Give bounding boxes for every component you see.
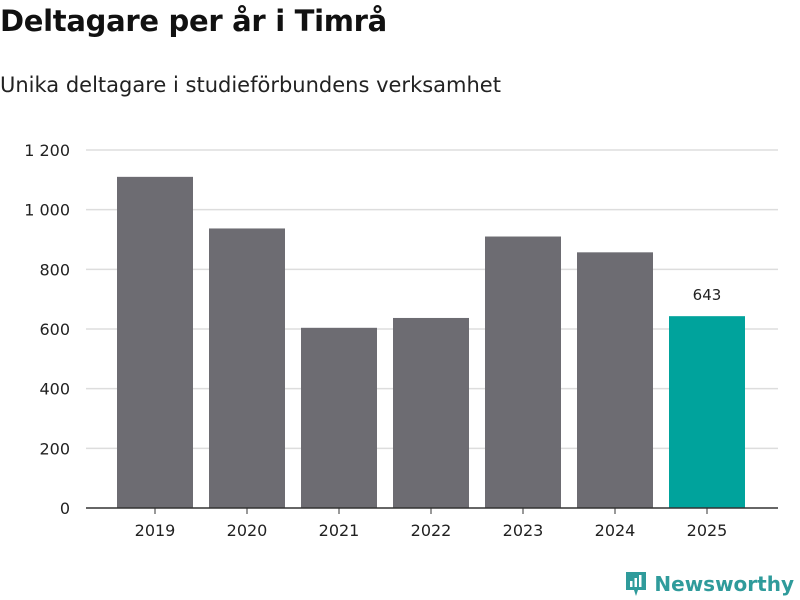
y-tick-label-0: 0 [60, 499, 70, 518]
bars [117, 176, 745, 508]
bar-2025 [669, 316, 745, 508]
brand-logo: Newsworthy [624, 570, 794, 598]
x-tick-label-2021: 2021 [319, 521, 360, 540]
bar-2022 [393, 317, 469, 508]
y-tick-label-1000: 1 000 [24, 201, 70, 220]
x-tick-label-2025: 2025 [687, 521, 728, 540]
y-tick-label-400: 400 [39, 380, 70, 399]
brand-name: Newsworthy [654, 572, 794, 596]
bar-2019 [117, 176, 193, 508]
x-tick-label-2024: 2024 [595, 521, 636, 540]
newsworthy-logo-icon [626, 572, 647, 596]
x-tick-label-2020: 2020 [227, 521, 268, 540]
bar-2023 [485, 236, 561, 508]
chart-title: Deltagare per år i Timrå [0, 4, 387, 38]
labels: 0 200 400 600 800 1 000 1 200 2019 2020 2021 2022 2… [24, 141, 727, 540]
x-tick-label-2019: 2019 [135, 521, 176, 540]
y-tick-label-800: 800 [39, 260, 70, 279]
chart-subtitle: Unika deltagare i studieförbundens verks… [0, 73, 501, 97]
y-tick-label-600: 600 [39, 320, 70, 339]
y-tick-label-200: 200 [39, 439, 70, 458]
bar-2024 [577, 252, 653, 508]
data-label-2025: 643 [693, 286, 722, 304]
x-tick-label-2022: 2022 [411, 521, 452, 540]
axes [86, 507, 778, 514]
bar-2021 [301, 327, 377, 508]
x-tick-label-2023: 2023 [503, 521, 544, 540]
y-tick-label-1200: 1 200 [24, 141, 70, 160]
bar-2020 [209, 228, 285, 508]
